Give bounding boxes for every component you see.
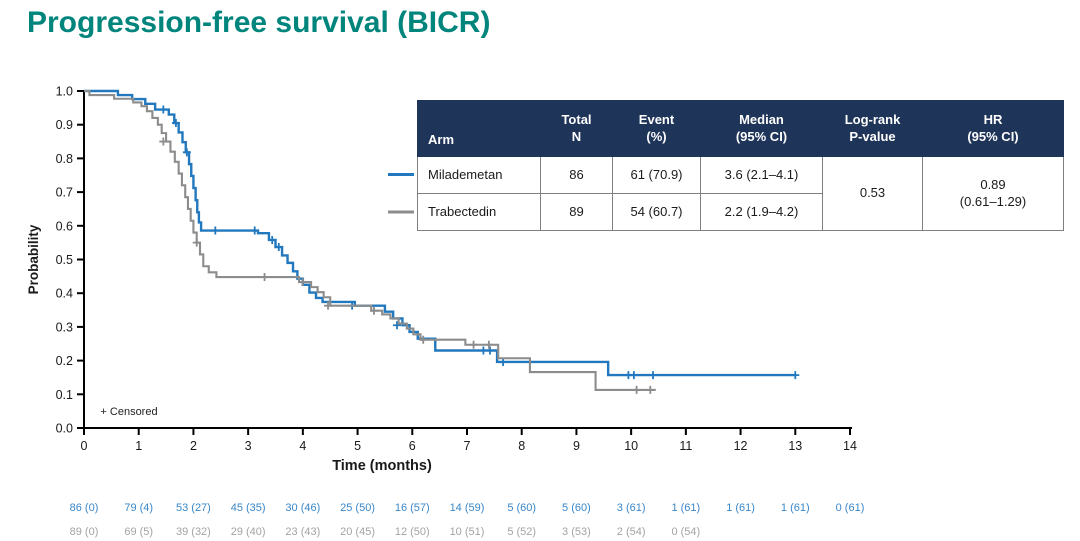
at-risk-value-milademetan: 1 (61): [726, 502, 755, 514]
y-tick-label: 0.9: [56, 118, 73, 132]
event-pct-value: 61 (70.9): [612, 156, 701, 194]
censor-marks-trabectedin: [159, 137, 655, 394]
at-risk-value-milademetan: 3 (61): [617, 502, 646, 514]
stats-table: Arm Total N Event (%) Median (95% CI) Lo…: [417, 100, 1064, 231]
header-event-pct: Event (%): [612, 100, 701, 157]
at-risk-value-milademetan: 30 (46): [285, 502, 320, 514]
at-risk-value-trabectedin: 10 (51): [450, 526, 485, 538]
at-risk-value-milademetan: 14 (59): [450, 502, 485, 514]
y-tick-label: 0.0: [56, 422, 73, 436]
at-risk-value-trabectedin: 29 (40): [231, 526, 266, 538]
x-tick-label: 10: [624, 439, 638, 453]
at-risk-value-trabectedin: 2 (54): [617, 526, 646, 538]
y-tick-label: 1.0: [56, 85, 73, 99]
at-risk-value-trabectedin: 39 (32): [176, 526, 211, 538]
at-risk-value-milademetan: 1 (61): [671, 502, 700, 514]
at-risk-value-milademetan: 86 (0): [70, 502, 99, 514]
x-tick-label: 6: [409, 439, 416, 453]
y-tick-label: 0.4: [56, 287, 73, 301]
arm-name: Trabectedin: [417, 193, 541, 231]
at-risk-value-trabectedin: 20 (45): [340, 526, 375, 538]
y-tick-label: 0.2: [56, 354, 73, 368]
x-tick-label: 12: [734, 439, 748, 453]
x-tick-label: 8: [518, 439, 525, 453]
total-n-value: 86: [540, 156, 613, 194]
at-risk-value-milademetan: 5 (60): [562, 502, 591, 514]
x-tick-label: 9: [573, 439, 580, 453]
stats-table-header-row: Arm Total N Event (%) Median (95% CI) Lo…: [417, 100, 1064, 157]
logrank-pvalue: 0.53: [822, 156, 923, 231]
at-risk-value-milademetan: 1 (61): [781, 502, 810, 514]
x-tick-label: 13: [788, 439, 802, 453]
at-risk-value-milademetan: 0 (61): [836, 502, 865, 514]
x-tick-label: 5: [354, 439, 361, 453]
arm-name: Milademetan: [417, 156, 541, 194]
at-risk-value-milademetan: 79 (4): [124, 502, 153, 514]
x-tick-label: 2: [190, 439, 197, 453]
y-tick-label: 0.7: [56, 186, 73, 200]
median-ci-value: 3.6 (2.1–4.1): [700, 156, 823, 194]
header-median-ci: Median (95% CI): [700, 100, 823, 157]
hr-ci-value: 0.89 (0.61–1.29): [922, 156, 1064, 231]
x-axis-title: Time (months): [332, 458, 432, 474]
at-risk-value-milademetan: 5 (60): [507, 502, 536, 514]
y-tick-label: 0.3: [56, 320, 73, 334]
at-risk-value-trabectedin: 0 (54): [671, 526, 700, 538]
x-tick-label: 0: [81, 439, 88, 453]
at-risk-value-trabectedin: 5 (52): [507, 526, 536, 538]
y-tick-label: 0.8: [56, 152, 73, 166]
x-tick-label: 1: [135, 439, 142, 453]
y-tick-label: 0.5: [56, 253, 73, 267]
at-risk-value-trabectedin: 69 (5): [124, 526, 153, 538]
at-risk-value-trabectedin: 3 (53): [562, 526, 591, 538]
at-risk-value-milademetan: 53 (27): [176, 502, 211, 514]
event-pct-value: 54 (60.7): [612, 193, 701, 231]
censored-legend-label: + Censored: [100, 406, 157, 418]
y-axis-title: Probability: [26, 224, 41, 294]
header-hr-ci: HR (95% CI): [922, 100, 1064, 157]
table-row-trabectedin: Trabectedin 89 54 (60.7) 2.2 (1.9–4.2): [417, 193, 1064, 231]
header-arm: Arm: [417, 100, 541, 157]
total-n-value: 89: [540, 193, 613, 231]
table-row-milademetan: Milademetan 86 61 (70.9) 3.6 (2.1–4.1) 0…: [417, 156, 1064, 231]
header-logrank-pvalue: Log-rank P-value: [822, 100, 923, 157]
y-tick-label: 0.6: [56, 219, 73, 233]
at-risk-value-milademetan: 45 (35): [231, 502, 266, 514]
at-risk-value-milademetan: 16 (57): [395, 502, 430, 514]
y-tick-label: 0.1: [56, 388, 73, 402]
median-ci-value: 2.2 (1.9–4.2): [700, 193, 823, 231]
x-tick-label: 11: [679, 439, 692, 453]
header-total-n: Total N: [540, 100, 613, 157]
at-risk-value-trabectedin: 89 (0): [70, 526, 99, 538]
at-risk-value-milademetan: 25 (50): [340, 502, 375, 514]
page-title: Progression-free survival (BICR): [27, 6, 491, 39]
x-tick-label: 7: [464, 439, 471, 453]
at-risk-value-trabectedin: 23 (43): [285, 526, 320, 538]
curve-trabectedin: [84, 89, 656, 391]
x-tick-label: 3: [245, 439, 252, 453]
x-tick-label: 4: [299, 439, 306, 453]
at-risk-value-trabectedin: 12 (50): [395, 526, 430, 538]
x-tick-label: 14: [843, 439, 857, 453]
